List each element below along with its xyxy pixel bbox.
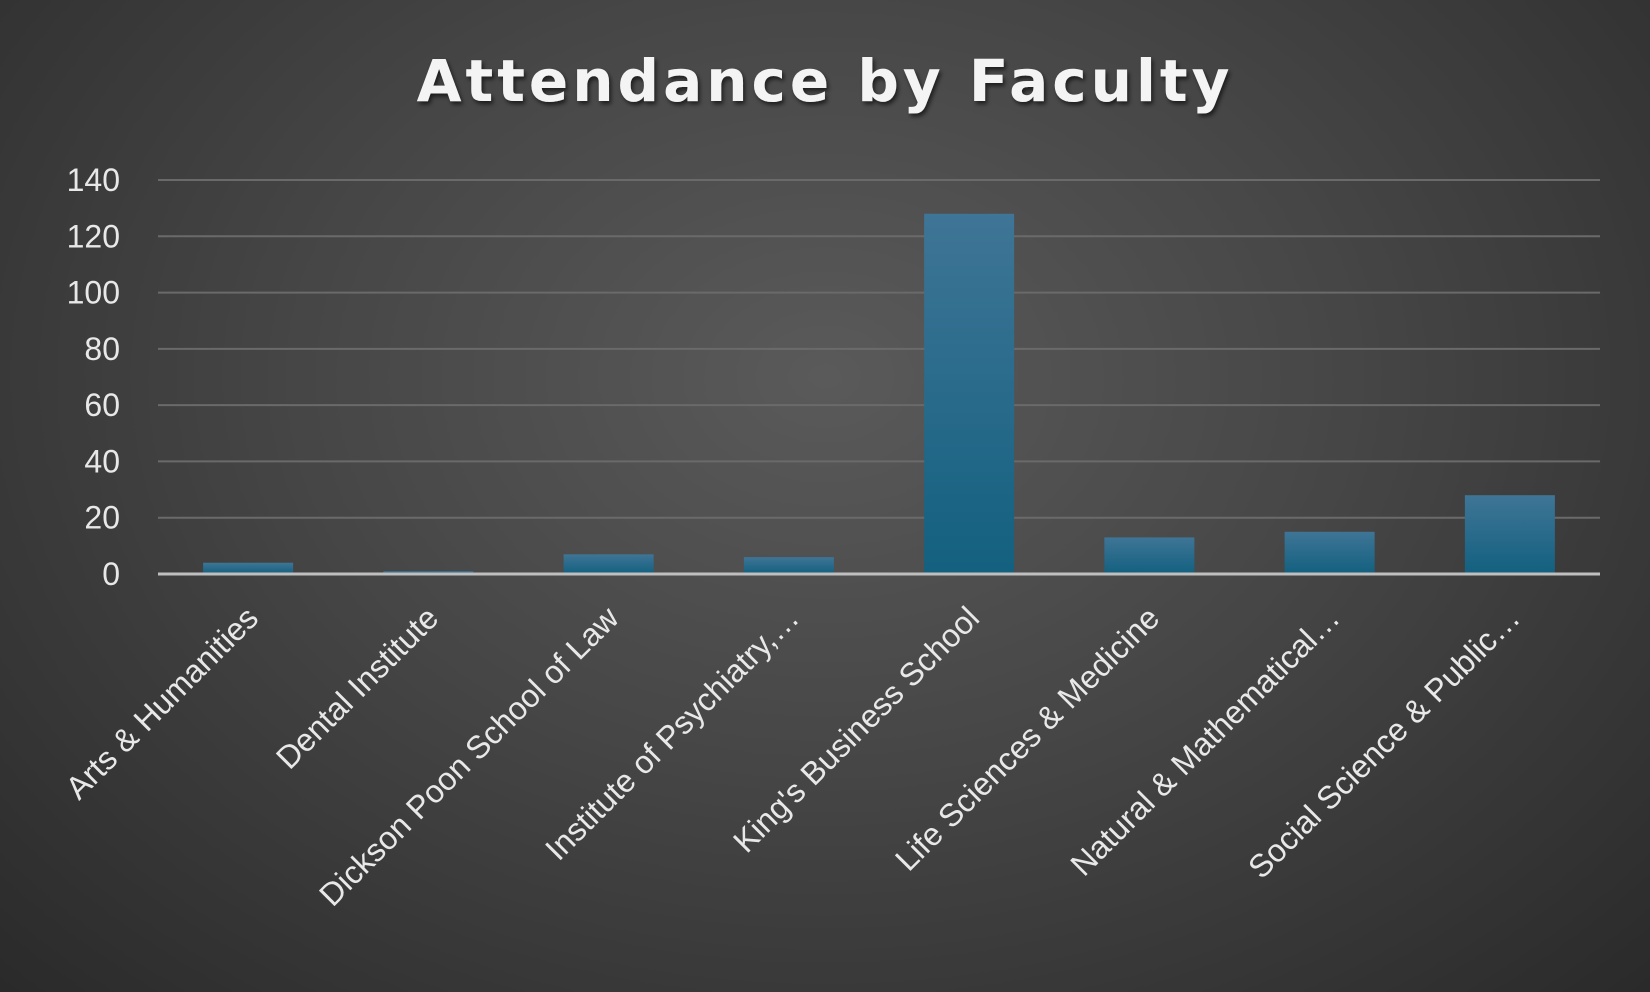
bar (924, 213, 1015, 574)
bar (743, 557, 834, 574)
x-axis-ticks: Arts & Humanities Dental InstituteDickson… (59, 599, 1527, 913)
chart-title: Attendance by Faculty (417, 47, 1234, 115)
y-tick-label: 0 (102, 556, 120, 592)
y-tick-label: 120 (67, 218, 120, 254)
y-axis-ticks: 0 20 40 60 80 100 120 140 (67, 162, 120, 592)
bar (1464, 495, 1555, 574)
y-tick-label: 140 (67, 162, 120, 198)
x-tick-label: Arts & Humanities (59, 599, 266, 806)
y-tick-label: 20 (84, 500, 120, 536)
bar (203, 562, 294, 574)
y-tick-label: 100 (67, 275, 120, 311)
y-tick-label: 40 (84, 443, 120, 479)
gridlines (158, 179, 1600, 519)
bar (1284, 531, 1375, 574)
y-tick-label: 60 (84, 387, 120, 423)
y-tick-label: 80 (84, 331, 120, 367)
x-tick-label: Dickson Poon School of Law (312, 599, 626, 913)
bar (563, 554, 654, 574)
x-tick-label: Dental Institute (269, 599, 445, 775)
bar (1104, 537, 1195, 574)
bars (203, 213, 1555, 574)
